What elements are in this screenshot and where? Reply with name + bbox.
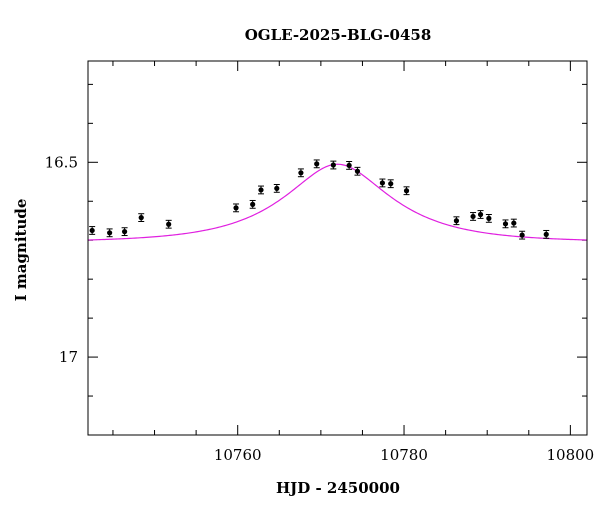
data-point	[165, 219, 172, 229]
data-marker	[330, 162, 336, 168]
data-point	[89, 226, 96, 235]
x-tick-label: 10800	[547, 446, 595, 464]
data-point	[453, 216, 460, 226]
data-point	[138, 213, 145, 223]
data-marker	[138, 215, 144, 221]
data-marker	[166, 221, 172, 227]
data-marker	[258, 187, 264, 193]
data-point	[106, 228, 113, 238]
axis-tick-labels: 10760 10780 10800 16.5 17	[45, 153, 595, 464]
data-marker	[403, 188, 410, 194]
data-marker	[477, 211, 484, 218]
data-point	[519, 230, 526, 240]
data-points	[89, 159, 550, 240]
data-point	[485, 213, 492, 223]
data-point	[354, 166, 361, 176]
data-marker	[250, 201, 256, 207]
data-point	[543, 229, 550, 239]
data-point	[387, 179, 394, 189]
data-point	[257, 185, 264, 195]
data-point	[403, 186, 410, 196]
x-tick-label: 10780	[380, 446, 428, 464]
data-marker	[543, 231, 549, 237]
data-point	[121, 227, 128, 237]
x-tick-label: 10760	[214, 446, 262, 464]
data-marker	[453, 218, 460, 224]
data-marker	[511, 220, 517, 226]
data-point	[470, 212, 477, 221]
data-point	[477, 210, 484, 219]
data-marker	[354, 168, 361, 174]
data-marker	[274, 185, 280, 191]
data-point	[249, 199, 256, 209]
chart-title: OGLE-2025-BLG-0458	[245, 26, 432, 44]
x-axis-label: HJD - 2450000	[276, 479, 400, 497]
y-axis-label: I magnitude	[12, 199, 30, 302]
data-point	[379, 178, 386, 188]
data-point	[297, 168, 304, 178]
data-marker	[519, 232, 525, 238]
y-tick-label: 16.5	[45, 153, 78, 171]
data-marker	[89, 227, 95, 234]
data-marker	[314, 161, 320, 167]
data-marker	[233, 205, 239, 211]
data-marker	[379, 180, 386, 186]
data-marker	[470, 213, 476, 220]
plot-frame	[87, 60, 588, 436]
data-point	[273, 183, 280, 193]
model-fit-curve	[87, 163, 588, 241]
data-point	[502, 219, 509, 229]
data-point	[233, 203, 240, 213]
data-marker	[121, 229, 128, 235]
data-point	[510, 218, 517, 228]
data-marker	[486, 215, 492, 221]
data-marker	[346, 162, 352, 169]
data-marker	[502, 221, 509, 227]
data-marker	[107, 230, 113, 236]
data-point	[330, 160, 337, 170]
data-point	[313, 159, 320, 169]
data-marker	[388, 181, 394, 187]
data-point	[346, 161, 353, 170]
data-marker	[298, 170, 304, 176]
y-tick-label: 17	[59, 348, 78, 366]
